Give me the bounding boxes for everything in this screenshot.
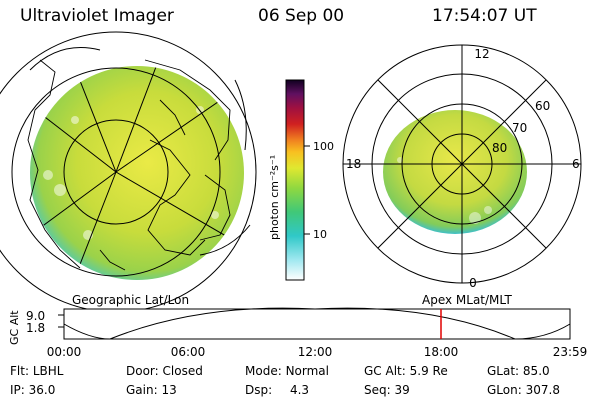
geographic-panel	[0, 31, 257, 310]
status-gain: Gain: 13	[126, 383, 177, 397]
mlt-label-6: 6	[572, 157, 580, 171]
timeline-ytick-9: 9.0	[26, 309, 45, 323]
polar-grid-right	[342, 44, 582, 284]
app-title: Ultraviolet Imager	[20, 6, 174, 26]
mlat-label-60: 60	[535, 99, 550, 113]
timeline-xtick-1200: 12:00	[298, 345, 333, 359]
timeline-xtick-2359: 23:59	[553, 345, 588, 359]
timeline-xtick-0000: 00:00	[47, 345, 82, 359]
mlat-label-70: 70	[512, 121, 527, 135]
altitude-curve	[63, 307, 571, 340]
status-door: Door: Closed	[126, 364, 203, 378]
status-dsp: Dsp: 4.3	[245, 383, 310, 397]
time-label: 17:54:07 UT	[432, 6, 537, 26]
colorbar-gradient	[285, 79, 305, 281]
mlt-label-12: 12	[474, 47, 489, 61]
status-flt: Flt: LBHL	[10, 364, 64, 378]
timeline-xtick-1800: 18:00	[424, 345, 459, 359]
status-glat: GLat: 85.0	[487, 364, 550, 378]
timeline-ytick-1-8: 1.8	[26, 321, 45, 335]
status-ip: IP: 36.0	[10, 383, 56, 397]
aurora-image-left	[30, 66, 244, 280]
imager-figure: 100 10 photon cm⁻²s⁻¹ 12 18 6 0 60 70 80	[0, 31, 582, 310]
timeline-ylabel: GC Alt	[8, 310, 21, 345]
colorbar: 100 10 photon cm⁻²s⁻¹	[268, 79, 334, 281]
date-label: 06 Sep 00	[258, 6, 345, 26]
mlt-label-0: 0	[469, 276, 477, 290]
status-mode: Mode: Normal	[245, 364, 329, 378]
status-glon: GLon: 307.8	[487, 383, 560, 397]
colorbar-label: photon cm⁻²s⁻¹	[268, 155, 281, 240]
orbit-timeline: 9.0 1.8 GC Alt 00:00 06:00 12:00 18:00 2…	[8, 307, 588, 359]
lat-grid-left	[0, 31, 257, 310]
colorbar-tick-label-100: 100	[313, 140, 334, 153]
apex-label: Apex MLat/MLT	[422, 293, 512, 307]
mlt-label-18: 18	[346, 157, 361, 171]
colorbar-tick-label-10: 10	[313, 228, 327, 241]
geographic-label: Geographic Lat/Lon	[72, 293, 190, 307]
status-seq: Seq: 39	[364, 383, 410, 397]
mlat-label-80: 80	[492, 141, 507, 155]
timeline-xtick-0600: 06:00	[171, 345, 206, 359]
coastlines	[27, 59, 231, 271]
magnetic-panel: 12 18 6 0 60 70 80	[342, 44, 582, 290]
timeline-frame	[63, 308, 571, 340]
aurora-oval-right	[383, 110, 527, 234]
status-gc-alt: GC Alt: 5.9 Re	[364, 364, 448, 378]
